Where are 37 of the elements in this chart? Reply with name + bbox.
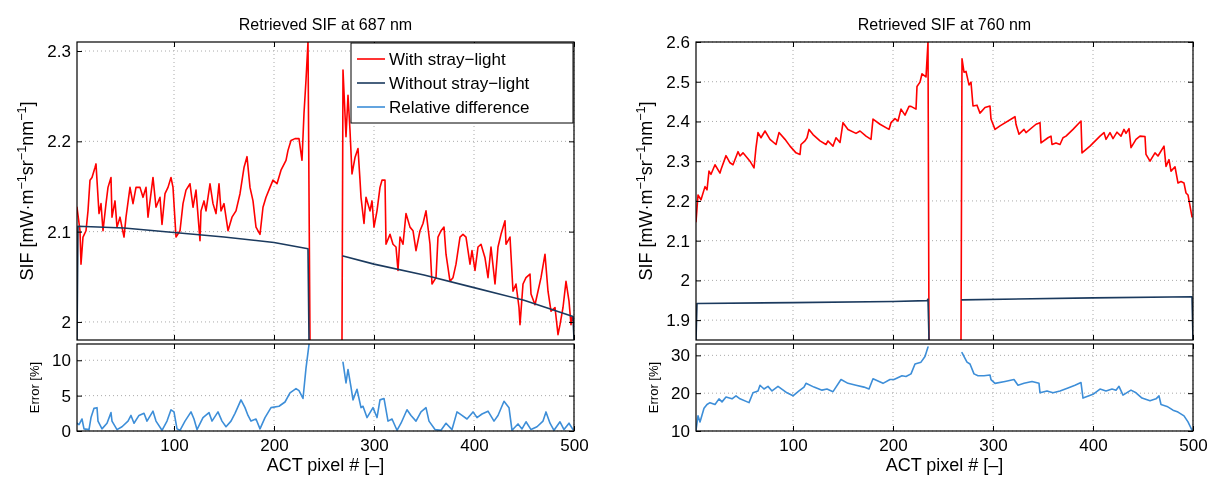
chart-title: Retrieved SIF at 687 nm <box>238 16 413 33</box>
y-tick-label: 2.2 <box>47 132 71 152</box>
chart-title: Retrieved SIF at 760 nm <box>857 16 1032 33</box>
y-tick-label: 20 <box>671 384 690 404</box>
x-tick-label: 500 <box>1179 436 1208 456</box>
x-tick-label: 400 <box>1079 436 1108 456</box>
x-tick-label: 500 <box>560 436 589 456</box>
x-tick-label: 100 <box>779 436 808 456</box>
y-tick-label: 2.2 <box>666 191 690 211</box>
x-tick-label: 300 <box>360 436 389 456</box>
legend-label: With stray−light <box>389 50 506 69</box>
y-tick-label: 2.1 <box>47 222 71 242</box>
y-tick-label: 2.3 <box>666 152 690 172</box>
x-axis-title: ACT pixel # [–] <box>885 455 1004 475</box>
x-tick-label: 400 <box>460 436 489 456</box>
x-tick-label: 200 <box>879 436 908 456</box>
y-tick-label: 2.5 <box>666 72 690 92</box>
y-tick-label: 2.6 <box>666 32 690 52</box>
y-tick-label: 2 <box>680 271 690 291</box>
x-tick-label: 100 <box>160 436 189 456</box>
text: Relative difference <box>389 98 530 117</box>
y-tick-label: 0 <box>61 421 71 441</box>
y-axis-title: Error [%] <box>646 361 661 414</box>
y-tick-label: 5 <box>61 386 71 406</box>
y-tick-label: 2.1 <box>666 231 690 251</box>
x-tick-label: 300 <box>979 436 1008 456</box>
y-tick-label: 2 <box>61 312 71 332</box>
y-tick-label: 1.9 <box>666 311 690 331</box>
legend-label: Without stray−light <box>389 74 530 93</box>
x-axis-title: ACT pixel # [–] <box>266 455 385 475</box>
y-tick-label: 2.4 <box>666 112 690 132</box>
y-tick-label: 30 <box>671 346 690 366</box>
x-tick-label: 200 <box>260 436 289 456</box>
y-tick-label: 10 <box>52 351 71 371</box>
y-tick-label: 10 <box>671 421 690 441</box>
y-axis-title: Error [%] <box>27 361 42 414</box>
y-tick-label: 2.3 <box>47 41 71 61</box>
